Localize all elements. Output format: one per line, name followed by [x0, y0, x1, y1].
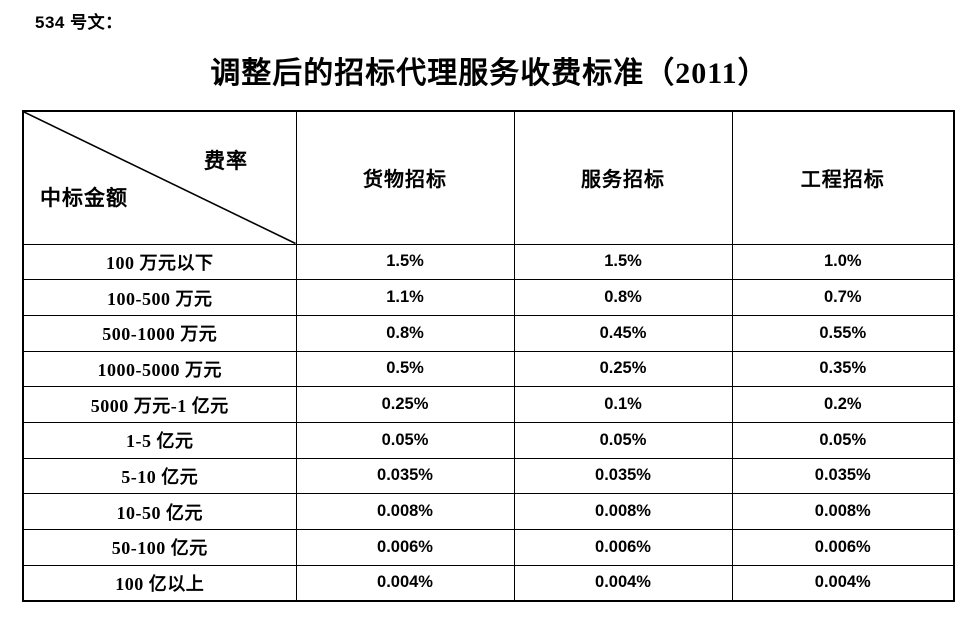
rate-cell: 0.5%: [295, 350, 515, 388]
amount-cell: 5000 万元-1 亿元: [22, 386, 297, 423]
doc-number-label: 534 号文：: [35, 13, 123, 32]
rate-cell: 1.5%: [295, 243, 515, 281]
table-header-row: 费率 中标金额 货物招标 服务招标 工程招标: [22, 110, 955, 245]
table-row: 5000 万元-1 亿元 0.25% 0.1% 0.2%: [22, 386, 955, 423]
rate-cell: 0.05%: [731, 421, 955, 459]
rate-cell: 1.0%: [731, 243, 955, 281]
rate-cell: 0.006%: [731, 529, 955, 566]
rate-cell: 0.7%: [731, 279, 955, 316]
amount-cell: 5-10 亿元: [22, 457, 297, 495]
table-row: 1000-5000 万元 0.5% 0.25% 0.35%: [22, 350, 955, 388]
rate-cell: 1.5%: [513, 243, 733, 281]
table-row: 100 亿以上 0.004% 0.004% 0.004%: [22, 564, 955, 602]
amount-cell: 100-500 万元: [22, 279, 297, 316]
rate-cell: 0.008%: [513, 493, 733, 530]
rate-cell: 0.035%: [295, 457, 515, 495]
rate-cell: 1.1%: [295, 279, 515, 316]
table-row: 10-50 亿元 0.008% 0.008% 0.008%: [22, 493, 955, 530]
corner-label-fee-rate: 费率: [204, 149, 248, 173]
amount-cell: 1-5 亿元: [22, 421, 297, 459]
amount-cell: 1000-5000 万元: [22, 350, 297, 388]
column-header-goods-bidding: 货物招标: [295, 110, 515, 245]
fee-rate-table: 费率 中标金额 货物招标 服务招标 工程招标 100 万元以下 1.5% 1.5% 1…: [22, 110, 955, 602]
rate-cell: 0.008%: [731, 493, 955, 530]
rate-cell: 0.35%: [731, 350, 955, 388]
rate-cell: 0.006%: [295, 529, 515, 566]
rate-cell: 0.25%: [295, 386, 515, 423]
corner-header-cell: 费率 中标金额: [22, 110, 297, 245]
page-title: 调整后的招标代理服务收费标准（2011）: [210, 57, 769, 90]
amount-cell: 50-100 亿元: [22, 529, 297, 566]
amount-cell: 10-50 亿元: [22, 493, 297, 530]
rate-cell: 0.55%: [731, 314, 955, 352]
column-header-service-bidding: 服务招标: [513, 110, 733, 245]
amount-cell: 100 万元以下: [22, 243, 297, 281]
rate-cell: 0.006%: [513, 529, 733, 566]
rate-cell: 0.05%: [295, 421, 515, 459]
table-row: 100 万元以下 1.5% 1.5% 1.0%: [22, 243, 955, 281]
table-row: 5-10 亿元 0.035% 0.035% 0.035%: [22, 457, 955, 495]
table-row: 50-100 亿元 0.006% 0.006% 0.006%: [22, 529, 955, 566]
rate-cell: 0.8%: [295, 314, 515, 352]
rate-cell: 0.004%: [731, 564, 955, 602]
table-row: 1-5 亿元 0.05% 0.05% 0.05%: [22, 421, 955, 459]
table-body: 100 万元以下 1.5% 1.5% 1.0% 100-500 万元 1.1% 0.8% 0.…: [22, 243, 955, 602]
rate-cell: 0.035%: [731, 457, 955, 495]
table-row: 500-1000 万元 0.8% 0.45% 0.55%: [22, 314, 955, 352]
amount-cell: 500-1000 万元: [22, 314, 297, 352]
rate-cell: 0.004%: [513, 564, 733, 602]
rate-cell: 0.05%: [513, 421, 733, 459]
diagonal-divider-line: [24, 112, 296, 244]
rate-cell: 0.8%: [513, 279, 733, 316]
rate-cell: 0.035%: [513, 457, 733, 495]
corner-label-bid-amount: 中标金额: [40, 186, 128, 210]
rate-cell: 0.25%: [513, 350, 733, 388]
rate-cell: 0.45%: [513, 314, 733, 352]
column-header-engineering-bidding: 工程招标: [731, 110, 955, 245]
rate-cell: 0.008%: [295, 493, 515, 530]
rate-cell: 0.1%: [513, 386, 733, 423]
rate-cell: 0.004%: [295, 564, 515, 602]
rate-cell: 0.2%: [731, 386, 955, 423]
table-row: 100-500 万元 1.1% 0.8% 0.7%: [22, 279, 955, 316]
amount-cell: 100 亿以上: [22, 564, 297, 602]
